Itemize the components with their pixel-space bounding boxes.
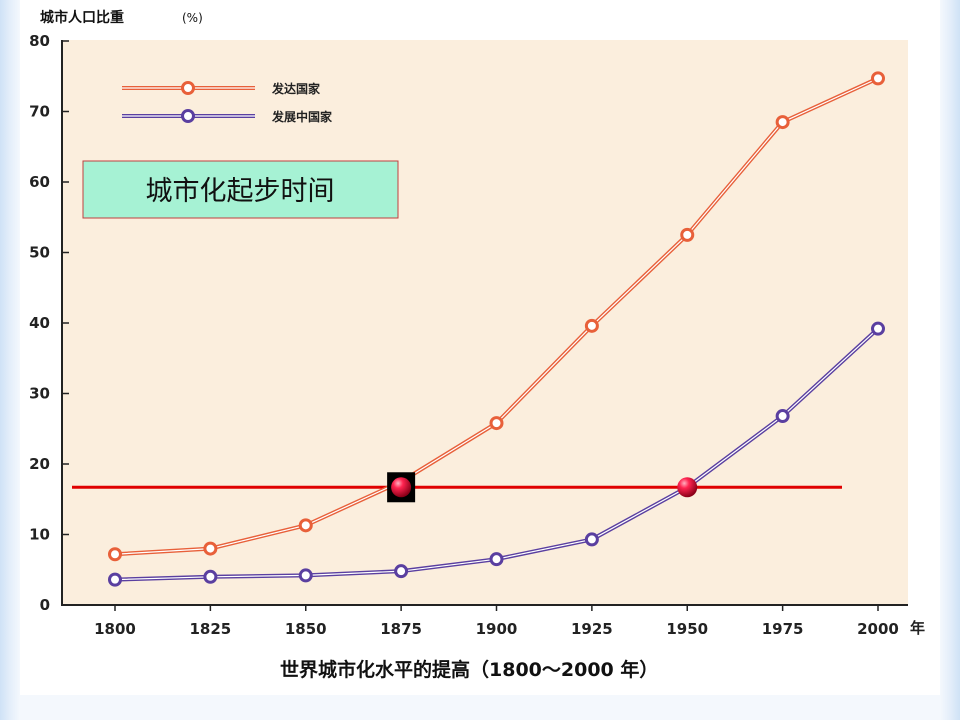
axes: 0 10 20 30 40 50 60 70 80 1800 1825 1850 1875 1900 192… — [29, 32, 925, 638]
data-point — [871, 321, 885, 336]
data-point — [775, 115, 790, 130]
y-axis-unit: (%) — [182, 11, 203, 25]
marker-ball — [391, 477, 412, 498]
data-point — [203, 541, 218, 556]
y-tick-label: 50 — [29, 244, 50, 262]
y-tick-label: 60 — [29, 173, 50, 191]
data-point — [680, 227, 695, 242]
legend-label: 发展中国家 — [271, 109, 333, 124]
y-tick-label: 80 — [29, 32, 50, 50]
data-point — [489, 552, 504, 567]
series-layer — [72, 71, 885, 587]
data-point — [203, 569, 218, 584]
y-tick-label: 40 — [29, 314, 50, 332]
y-tick-label: 10 — [29, 526, 50, 544]
x-tick-label: 1975 — [762, 620, 804, 638]
legend-marker — [181, 81, 195, 95]
data-point — [298, 568, 313, 583]
slide-panel: 城市人口比重 (%) 0 10 20 30 40 50 60 70 80 1800 1825 1850… — [20, 0, 940, 695]
y-tick-label: 20 — [29, 455, 50, 473]
chart-title: 世界城市化水平的提高（1800～2000 年） — [280, 658, 658, 681]
annotation-text: 城市化起步时间 — [146, 176, 335, 207]
y-tick-label: 30 — [29, 385, 50, 403]
data-point — [108, 547, 122, 562]
x-tick-label: 1825 — [190, 620, 232, 638]
y-tick-label: 70 — [29, 103, 50, 121]
data-point — [394, 564, 409, 579]
data-point — [584, 318, 599, 333]
x-axis-unit: 年 — [910, 619, 925, 637]
annotation: 城市化起步时间 — [82, 160, 399, 219]
x-tick-label: 1900 — [476, 620, 518, 638]
data-point — [775, 409, 790, 424]
data-point — [489, 416, 504, 431]
data-point — [298, 518, 313, 533]
legend-label: 发达国家 — [271, 81, 321, 96]
x-tick-label: 2000 — [857, 620, 899, 638]
data-point — [108, 572, 122, 587]
legend-marker — [181, 109, 195, 123]
x-tick-label: 1950 — [666, 620, 708, 638]
plot-background — [62, 40, 908, 605]
x-tick-label: 1875 — [380, 620, 422, 638]
data-point — [871, 71, 885, 86]
chart: 城市人口比重 (%) 0 10 20 30 40 50 60 70 80 1800 1825 1850… — [29, 9, 925, 681]
y-axis-label: 城市人口比重 — [40, 9, 124, 26]
data-point — [584, 532, 599, 547]
x-tick-label: 1800 — [94, 620, 136, 638]
x-tick-label: 1850 — [285, 620, 327, 638]
marker-ball — [677, 477, 698, 498]
x-tick-label: 1925 — [571, 620, 613, 638]
annotation-box — [82, 160, 399, 219]
y-tick-label: 0 — [40, 596, 50, 614]
